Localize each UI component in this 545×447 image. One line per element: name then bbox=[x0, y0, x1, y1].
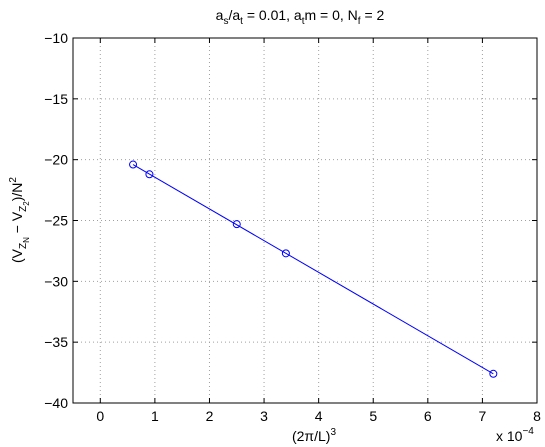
plot-area-frame bbox=[72, 37, 538, 404]
x-tick-label: 5 bbox=[369, 408, 377, 424]
y-tick-label: −30 bbox=[44, 273, 68, 289]
x-tick-label: 3 bbox=[260, 408, 268, 424]
data-point bbox=[129, 160, 138, 169]
x-tick-label: 7 bbox=[479, 408, 487, 424]
x-tick-label: 4 bbox=[315, 408, 323, 424]
series bbox=[129, 160, 498, 378]
y-tick-label: −40 bbox=[44, 395, 68, 411]
data-point bbox=[145, 170, 154, 179]
data-point bbox=[489, 369, 498, 378]
y-tick-label: −20 bbox=[44, 152, 68, 168]
y-axis-label: (VZN − VZ2)/N2 bbox=[8, 177, 31, 263]
y-tick-label: −15 bbox=[44, 91, 68, 107]
data-point bbox=[281, 249, 290, 258]
y-tick-label: −10 bbox=[44, 30, 68, 46]
x-tick-label: 8 bbox=[533, 408, 541, 424]
x-tick-label: 1 bbox=[151, 408, 159, 424]
tick-labels: 0 1 2 3 4 5 6 7 8 −10 −15 −20 −25 −30 −35 −40 bbox=[44, 30, 541, 424]
x-axis-multiplier: x 10−4 bbox=[496, 426, 534, 444]
x-tick-label: 2 bbox=[206, 408, 214, 424]
y-tick-label: −35 bbox=[44, 334, 68, 350]
x-tick-label: 0 bbox=[96, 408, 104, 424]
series-line bbox=[132, 164, 494, 375]
data-point bbox=[232, 220, 241, 229]
x-axis-label: (2π/L)3 bbox=[292, 427, 336, 444]
chart-title: as/at = 0.01, atm = 0, Nf = 2 bbox=[216, 7, 385, 27]
grid bbox=[73, 38, 537, 403]
y-tick-label: −25 bbox=[44, 213, 68, 229]
x-tick-label: 6 bbox=[424, 408, 432, 424]
